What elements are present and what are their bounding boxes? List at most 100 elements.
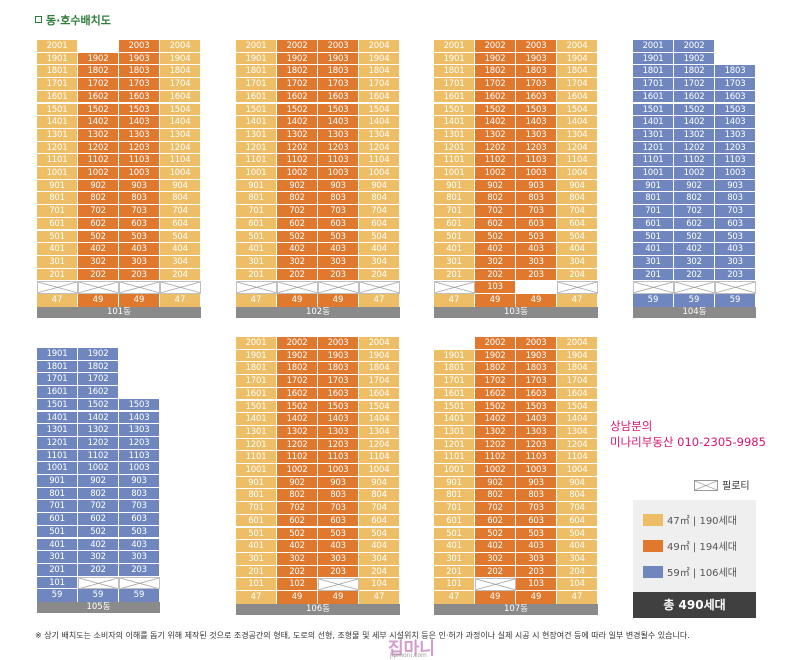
legend-swatch — [643, 540, 663, 552]
unit-cell: 1903 — [318, 349, 359, 363]
building-label: 105동 — [37, 602, 160, 614]
unit-cell: 902 — [674, 179, 715, 193]
unit-cell: 604 — [359, 217, 400, 231]
unit-cell: 1302 — [674, 128, 715, 142]
unit-cell: 2004 — [160, 40, 201, 53]
piloti-cell — [318, 578, 359, 591]
unit-cell: 1901 — [434, 349, 475, 363]
unit-cell: 602 — [78, 513, 119, 526]
unit-cell: 1503 — [516, 103, 557, 117]
unit-cell: 1404 — [359, 413, 400, 426]
unit-cell: 1401 — [37, 411, 78, 425]
unit-cell: 1402 — [277, 413, 318, 426]
piloti-cell — [475, 578, 516, 591]
unit-cell: 803 — [119, 487, 160, 501]
unit-cell: 303 — [516, 552, 557, 566]
unit-cell: 1503 — [318, 103, 359, 117]
unit-cell: 1901 — [236, 52, 277, 66]
legend-item-59: 59㎡ | 106세대 — [643, 566, 737, 580]
unit-cell: 1003 — [318, 167, 359, 180]
unit-cell: 1302 — [475, 425, 516, 439]
unit-cell: 902 — [475, 179, 516, 193]
unit-cell: 802 — [475, 192, 516, 206]
piloti-cell — [557, 281, 598, 294]
unit-cell: 204 — [557, 268, 598, 282]
unit-cell: 1202 — [78, 141, 119, 155]
unit-cell: 1403 — [119, 411, 160, 425]
unit-cell: 304 — [557, 255, 598, 269]
piloti-cell — [674, 281, 715, 294]
unit-cell: 1204 — [557, 141, 598, 155]
unit-cell: 1604 — [557, 90, 598, 104]
legend-swatch — [643, 566, 663, 578]
unit-cell: 1603 — [318, 90, 359, 104]
unit-cell: 503 — [318, 230, 359, 244]
unit-cell: 1102 — [475, 154, 516, 167]
building-label: 101동 — [37, 307, 201, 318]
unit-cell: 1701 — [236, 375, 277, 388]
unit-cell: 103 — [475, 281, 516, 294]
unit-cell: 504 — [557, 230, 598, 244]
unit-cell: 1203 — [516, 438, 557, 452]
unit-cell: 1101 — [37, 154, 78, 167]
unit-size-label: 47 — [236, 591, 277, 604]
unit-cell: 1204 — [359, 438, 400, 452]
unit-cell: 1103 — [318, 451, 359, 464]
unit-cell: 1102 — [78, 449, 119, 463]
unit-cell: 1802 — [475, 65, 516, 79]
unit-cell: 1303 — [318, 128, 359, 142]
piloti-cell — [633, 281, 674, 294]
unit-cell: 1603 — [318, 387, 359, 401]
unit-cell: 1803 — [516, 65, 557, 79]
unit-cell: 1901 — [236, 349, 277, 363]
unit-cell: 301 — [633, 255, 674, 269]
unit-cell: 2003 — [318, 40, 359, 53]
unit-cell: 1102 — [674, 154, 715, 167]
unit-cell: 1903 — [119, 52, 160, 66]
unit-cell: 202 — [674, 268, 715, 282]
unit-cell: 1801 — [434, 65, 475, 79]
unit-cell: 1402 — [475, 116, 516, 129]
unit-cell: 1304 — [557, 425, 598, 439]
unit-size-label: 49 — [475, 591, 516, 604]
unit-cell: 1604 — [557, 387, 598, 401]
unit-cell: 1102 — [277, 451, 318, 464]
unit-cell: 1902 — [475, 349, 516, 363]
unit-size-label: 49 — [78, 294, 119, 307]
unit-cell: 202 — [475, 268, 516, 282]
unit-cell: 1801 — [37, 360, 78, 374]
unit-cell: 502 — [475, 527, 516, 541]
unit-cell: 1301 — [236, 128, 277, 142]
unit-cell: 102 — [277, 578, 318, 591]
unit-cell: 1902 — [78, 348, 119, 361]
unit-cell: 703 — [119, 500, 160, 514]
unit-cell: 401 — [633, 243, 674, 256]
unit-cell: 1802 — [674, 65, 715, 79]
unit-cell: 302 — [674, 255, 715, 269]
unit-cell: 503 — [516, 527, 557, 541]
unit-cell: 502 — [78, 525, 119, 539]
unit-cell: 1303 — [715, 128, 756, 142]
unit-cell: 201 — [633, 268, 674, 282]
unit-cell: 201 — [236, 268, 277, 282]
unit-cell: 1703 — [119, 78, 160, 91]
unit-cell: 402 — [475, 540, 516, 553]
unit-cell: 902 — [78, 475, 119, 488]
unit-cell: 1202 — [277, 438, 318, 452]
unit-cell: 803 — [318, 192, 359, 206]
unit-cell: 202 — [277, 268, 318, 282]
building-label: 102동 — [236, 307, 400, 318]
unit-cell: 801 — [236, 489, 277, 503]
unit-size-label: 59 — [119, 589, 160, 603]
unit-cell: 402 — [78, 243, 119, 256]
unit-cell: 1001 — [37, 167, 78, 180]
unit-cell: 401 — [37, 538, 78, 552]
unit-cell: 801 — [37, 487, 78, 501]
unit-cell: 702 — [674, 205, 715, 218]
unit-cell: 1603 — [715, 90, 756, 104]
unit-cell: 301 — [236, 255, 277, 269]
unit-cell: 302 — [277, 552, 318, 566]
unit-cell: 302 — [475, 255, 516, 269]
unit-cell: 203 — [318, 565, 359, 579]
unit-cell: 604 — [557, 514, 598, 528]
